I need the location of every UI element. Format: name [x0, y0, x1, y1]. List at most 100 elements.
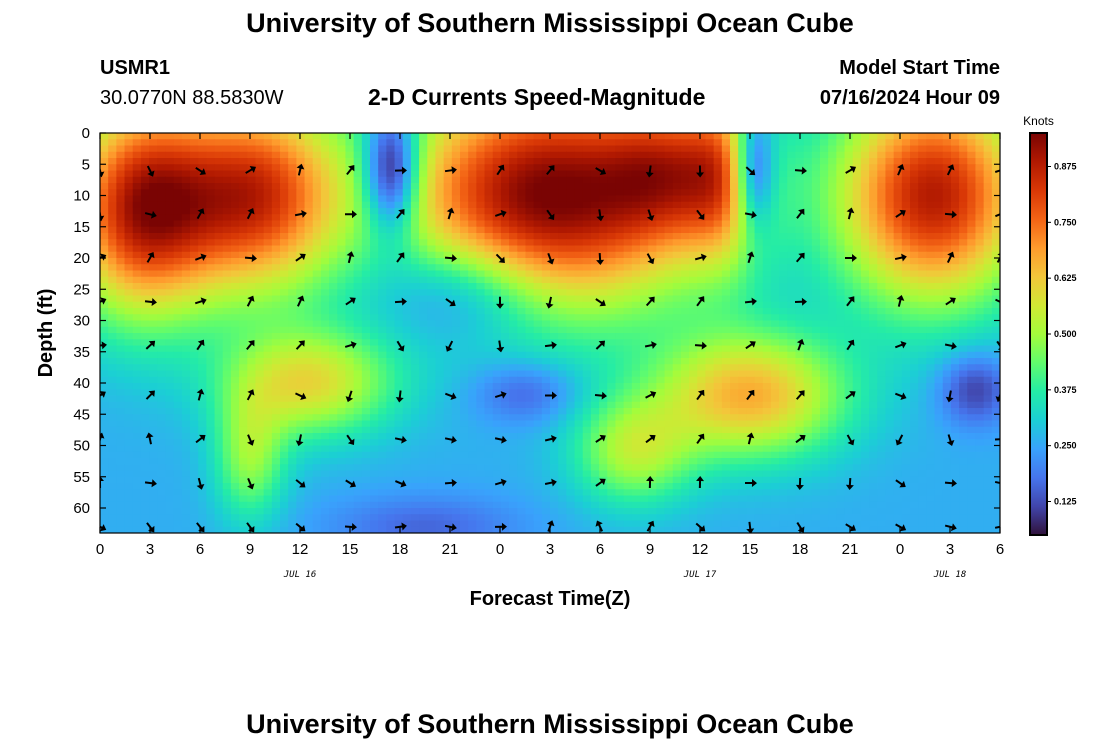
heat-cell — [738, 376, 747, 384]
heat-cell — [746, 301, 756, 309]
heat-cell — [901, 370, 911, 378]
heat-cell — [860, 276, 870, 284]
heat-cell — [198, 270, 207, 278]
heat-cell — [656, 289, 666, 297]
heat-cell — [803, 270, 813, 278]
heat-cell — [230, 308, 240, 315]
heat-cell — [116, 183, 126, 190]
heat-cell — [443, 408, 453, 415]
heat-cell — [934, 314, 944, 322]
heat-cell — [885, 233, 895, 240]
heat-cell — [860, 164, 870, 172]
heat-cell — [664, 333, 674, 340]
heat-cell — [770, 383, 780, 390]
heat-cell — [157, 289, 167, 297]
heat-cell — [713, 258, 723, 265]
heat-cell — [427, 258, 437, 265]
heat-cell — [460, 133, 469, 140]
heat-cell — [844, 139, 854, 147]
heat-cell — [247, 189, 257, 197]
heat-cell — [746, 183, 756, 190]
heat-cell — [991, 214, 1000, 222]
heat-cell — [860, 176, 870, 184]
heat-cell — [100, 276, 109, 284]
heat-cell — [345, 370, 355, 378]
heat-cell — [173, 395, 183, 403]
heat-cell — [762, 351, 772, 359]
heat-cell — [828, 301, 837, 309]
heat-cell — [165, 376, 175, 384]
heat-cell — [803, 376, 813, 384]
heat-cell — [492, 176, 502, 184]
heat-cell — [787, 183, 797, 190]
heat-cell — [263, 264, 273, 272]
heat-cell — [991, 389, 1000, 397]
heat-cell — [607, 314, 617, 322]
heat-cell — [320, 208, 330, 215]
heat-cell — [173, 214, 183, 222]
heat-cell — [460, 170, 469, 178]
heat-cell — [713, 283, 723, 290]
heat-cell — [402, 251, 412, 259]
heat-cell — [509, 151, 518, 159]
heat-cell — [820, 308, 829, 315]
heat-cell — [885, 264, 895, 272]
heat-cell — [762, 270, 772, 278]
heat-cell — [672, 364, 682, 372]
heat-cell — [803, 258, 813, 265]
heat-cell — [370, 389, 379, 397]
heat-cell — [631, 383, 641, 390]
heat-cell — [893, 264, 903, 272]
heat-cell — [975, 258, 985, 265]
heat-cell — [566, 245, 576, 253]
heat-cell — [656, 139, 666, 147]
heat-cell — [599, 408, 608, 415]
heat-cell — [959, 339, 968, 347]
heat-cell — [541, 251, 551, 259]
heat-cell — [394, 358, 404, 365]
heat-cell — [435, 258, 445, 265]
heat-cell — [378, 145, 387, 153]
heat-cell — [738, 345, 747, 353]
heat-cell — [975, 376, 985, 384]
heat-cell — [484, 214, 494, 222]
heat-cell — [222, 308, 232, 315]
heat-cell — [779, 164, 788, 172]
heat-cell — [590, 239, 600, 247]
heat-cell — [468, 289, 477, 297]
heat-cell — [476, 370, 486, 378]
heat-cell — [378, 283, 387, 290]
heat-cell — [885, 358, 895, 365]
heat-cell — [828, 233, 837, 240]
heat-cell — [828, 183, 837, 190]
heat-cell — [590, 139, 600, 147]
heat-cell — [533, 226, 543, 234]
heat-cell — [419, 351, 428, 359]
heat-cell — [664, 314, 674, 322]
heat-cell — [934, 370, 944, 378]
heat-cell — [967, 239, 977, 247]
heat-cell — [558, 364, 567, 372]
heat-cell — [631, 376, 641, 384]
heat-cell — [100, 395, 109, 403]
heat-cell — [836, 314, 846, 322]
heat-cell — [918, 133, 927, 140]
heat-cell — [312, 264, 322, 272]
heat-cell — [353, 283, 363, 290]
heat-cell — [852, 151, 862, 159]
heat-cell — [132, 208, 142, 215]
heat-cell — [950, 258, 960, 265]
heat-cell — [877, 270, 887, 278]
heat-cell — [926, 189, 936, 197]
heat-cell — [959, 401, 968, 409]
heat-cell — [730, 339, 739, 347]
heat-cell — [222, 333, 232, 340]
heat-cell — [329, 383, 338, 390]
heat-cell — [337, 408, 347, 415]
heat-cell — [918, 364, 927, 372]
heat-cell — [230, 220, 240, 228]
heat-cell — [656, 233, 666, 240]
heat-cell — [631, 208, 641, 215]
heat-cell — [280, 183, 289, 190]
heat-cell — [689, 195, 698, 203]
